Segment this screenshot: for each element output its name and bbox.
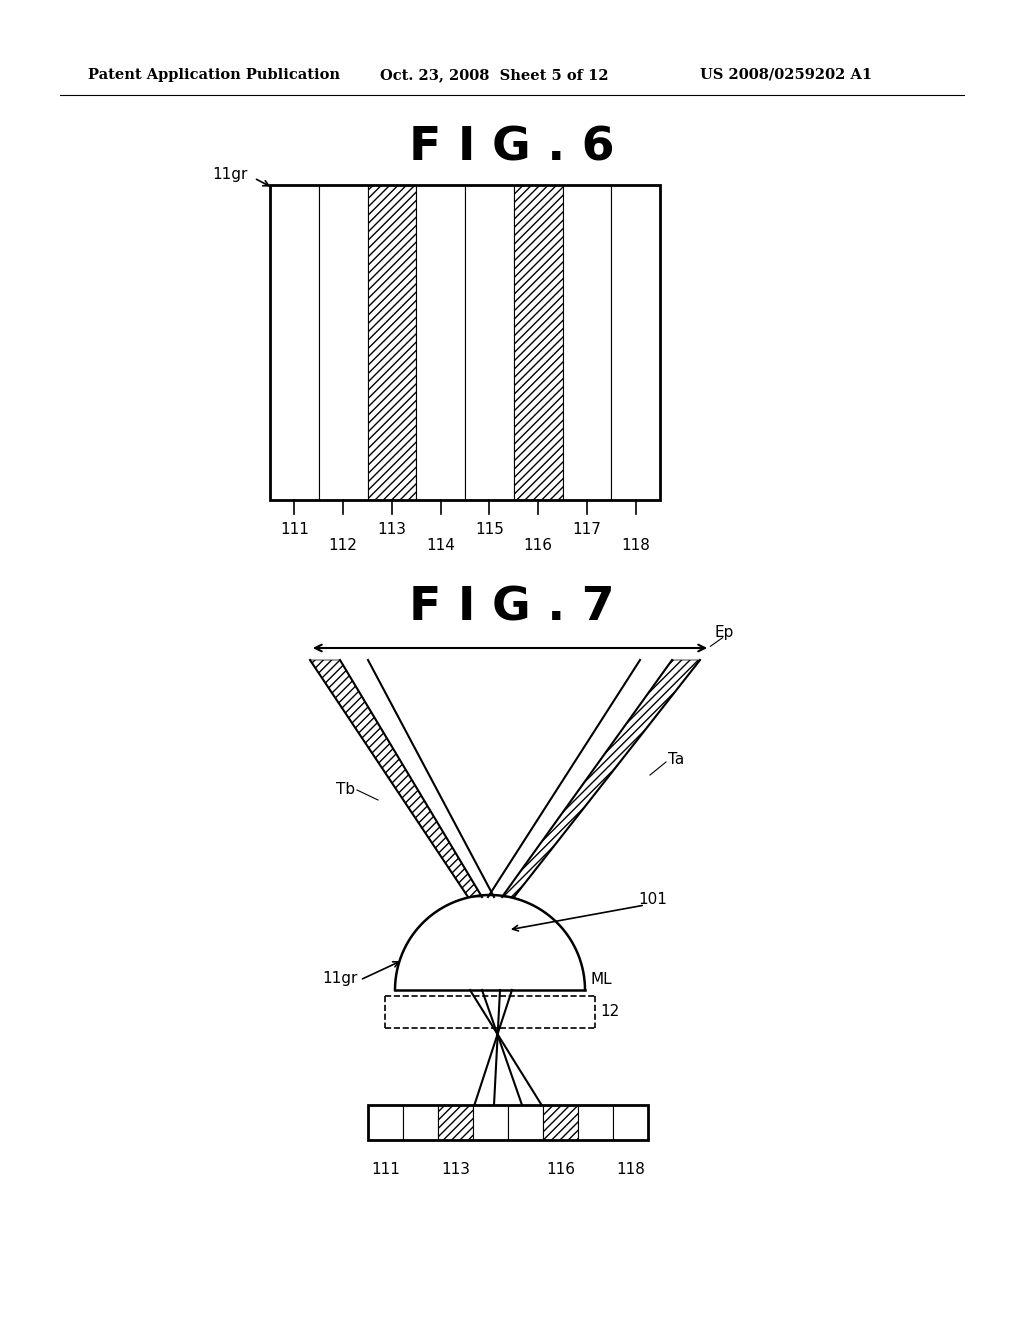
Text: 115: 115: [475, 521, 504, 537]
Text: 101: 101: [638, 892, 667, 908]
Text: 116: 116: [523, 539, 553, 553]
Bar: [611, 185, 660, 500]
Bar: [613, 1105, 648, 1140]
Text: Tb: Tb: [336, 783, 355, 797]
Text: 12: 12: [600, 1005, 620, 1019]
Bar: [403, 1105, 438, 1140]
Text: Patent Application Publication: Patent Application Publication: [88, 69, 340, 82]
Bar: [473, 1105, 508, 1140]
Bar: [578, 1105, 613, 1140]
Text: 113: 113: [378, 521, 407, 537]
Bar: [368, 185, 416, 500]
Bar: [270, 185, 660, 500]
Text: 113: 113: [441, 1162, 470, 1177]
Text: 117: 117: [572, 521, 601, 537]
Text: 118: 118: [616, 1162, 645, 1177]
Bar: [416, 185, 465, 500]
Text: F I G . 6: F I G . 6: [410, 125, 614, 170]
Bar: [270, 185, 660, 500]
Text: 111: 111: [280, 521, 309, 537]
Text: 11gr: 11gr: [213, 168, 248, 182]
Bar: [514, 185, 562, 500]
Text: 118: 118: [622, 539, 650, 553]
Text: 116: 116: [546, 1162, 575, 1177]
Text: 111: 111: [371, 1162, 400, 1177]
Text: 11gr: 11gr: [323, 970, 358, 986]
Text: 114: 114: [426, 539, 455, 553]
Bar: [543, 1105, 578, 1140]
Polygon shape: [310, 660, 482, 898]
Text: F I G . 7: F I G . 7: [410, 586, 614, 631]
Text: Ep: Ep: [715, 624, 734, 640]
Bar: [508, 1105, 543, 1140]
Polygon shape: [502, 660, 700, 898]
Text: 112: 112: [329, 539, 357, 553]
Bar: [368, 1105, 648, 1140]
Bar: [465, 185, 514, 500]
Text: ML: ML: [591, 973, 612, 987]
Text: Ta: Ta: [668, 752, 684, 767]
Bar: [270, 185, 318, 500]
Bar: [438, 1105, 473, 1140]
Bar: [562, 185, 611, 500]
Text: US 2008/0259202 A1: US 2008/0259202 A1: [700, 69, 872, 82]
Bar: [368, 1105, 403, 1140]
Bar: [318, 185, 368, 500]
Text: Oct. 23, 2008  Sheet 5 of 12: Oct. 23, 2008 Sheet 5 of 12: [380, 69, 608, 82]
